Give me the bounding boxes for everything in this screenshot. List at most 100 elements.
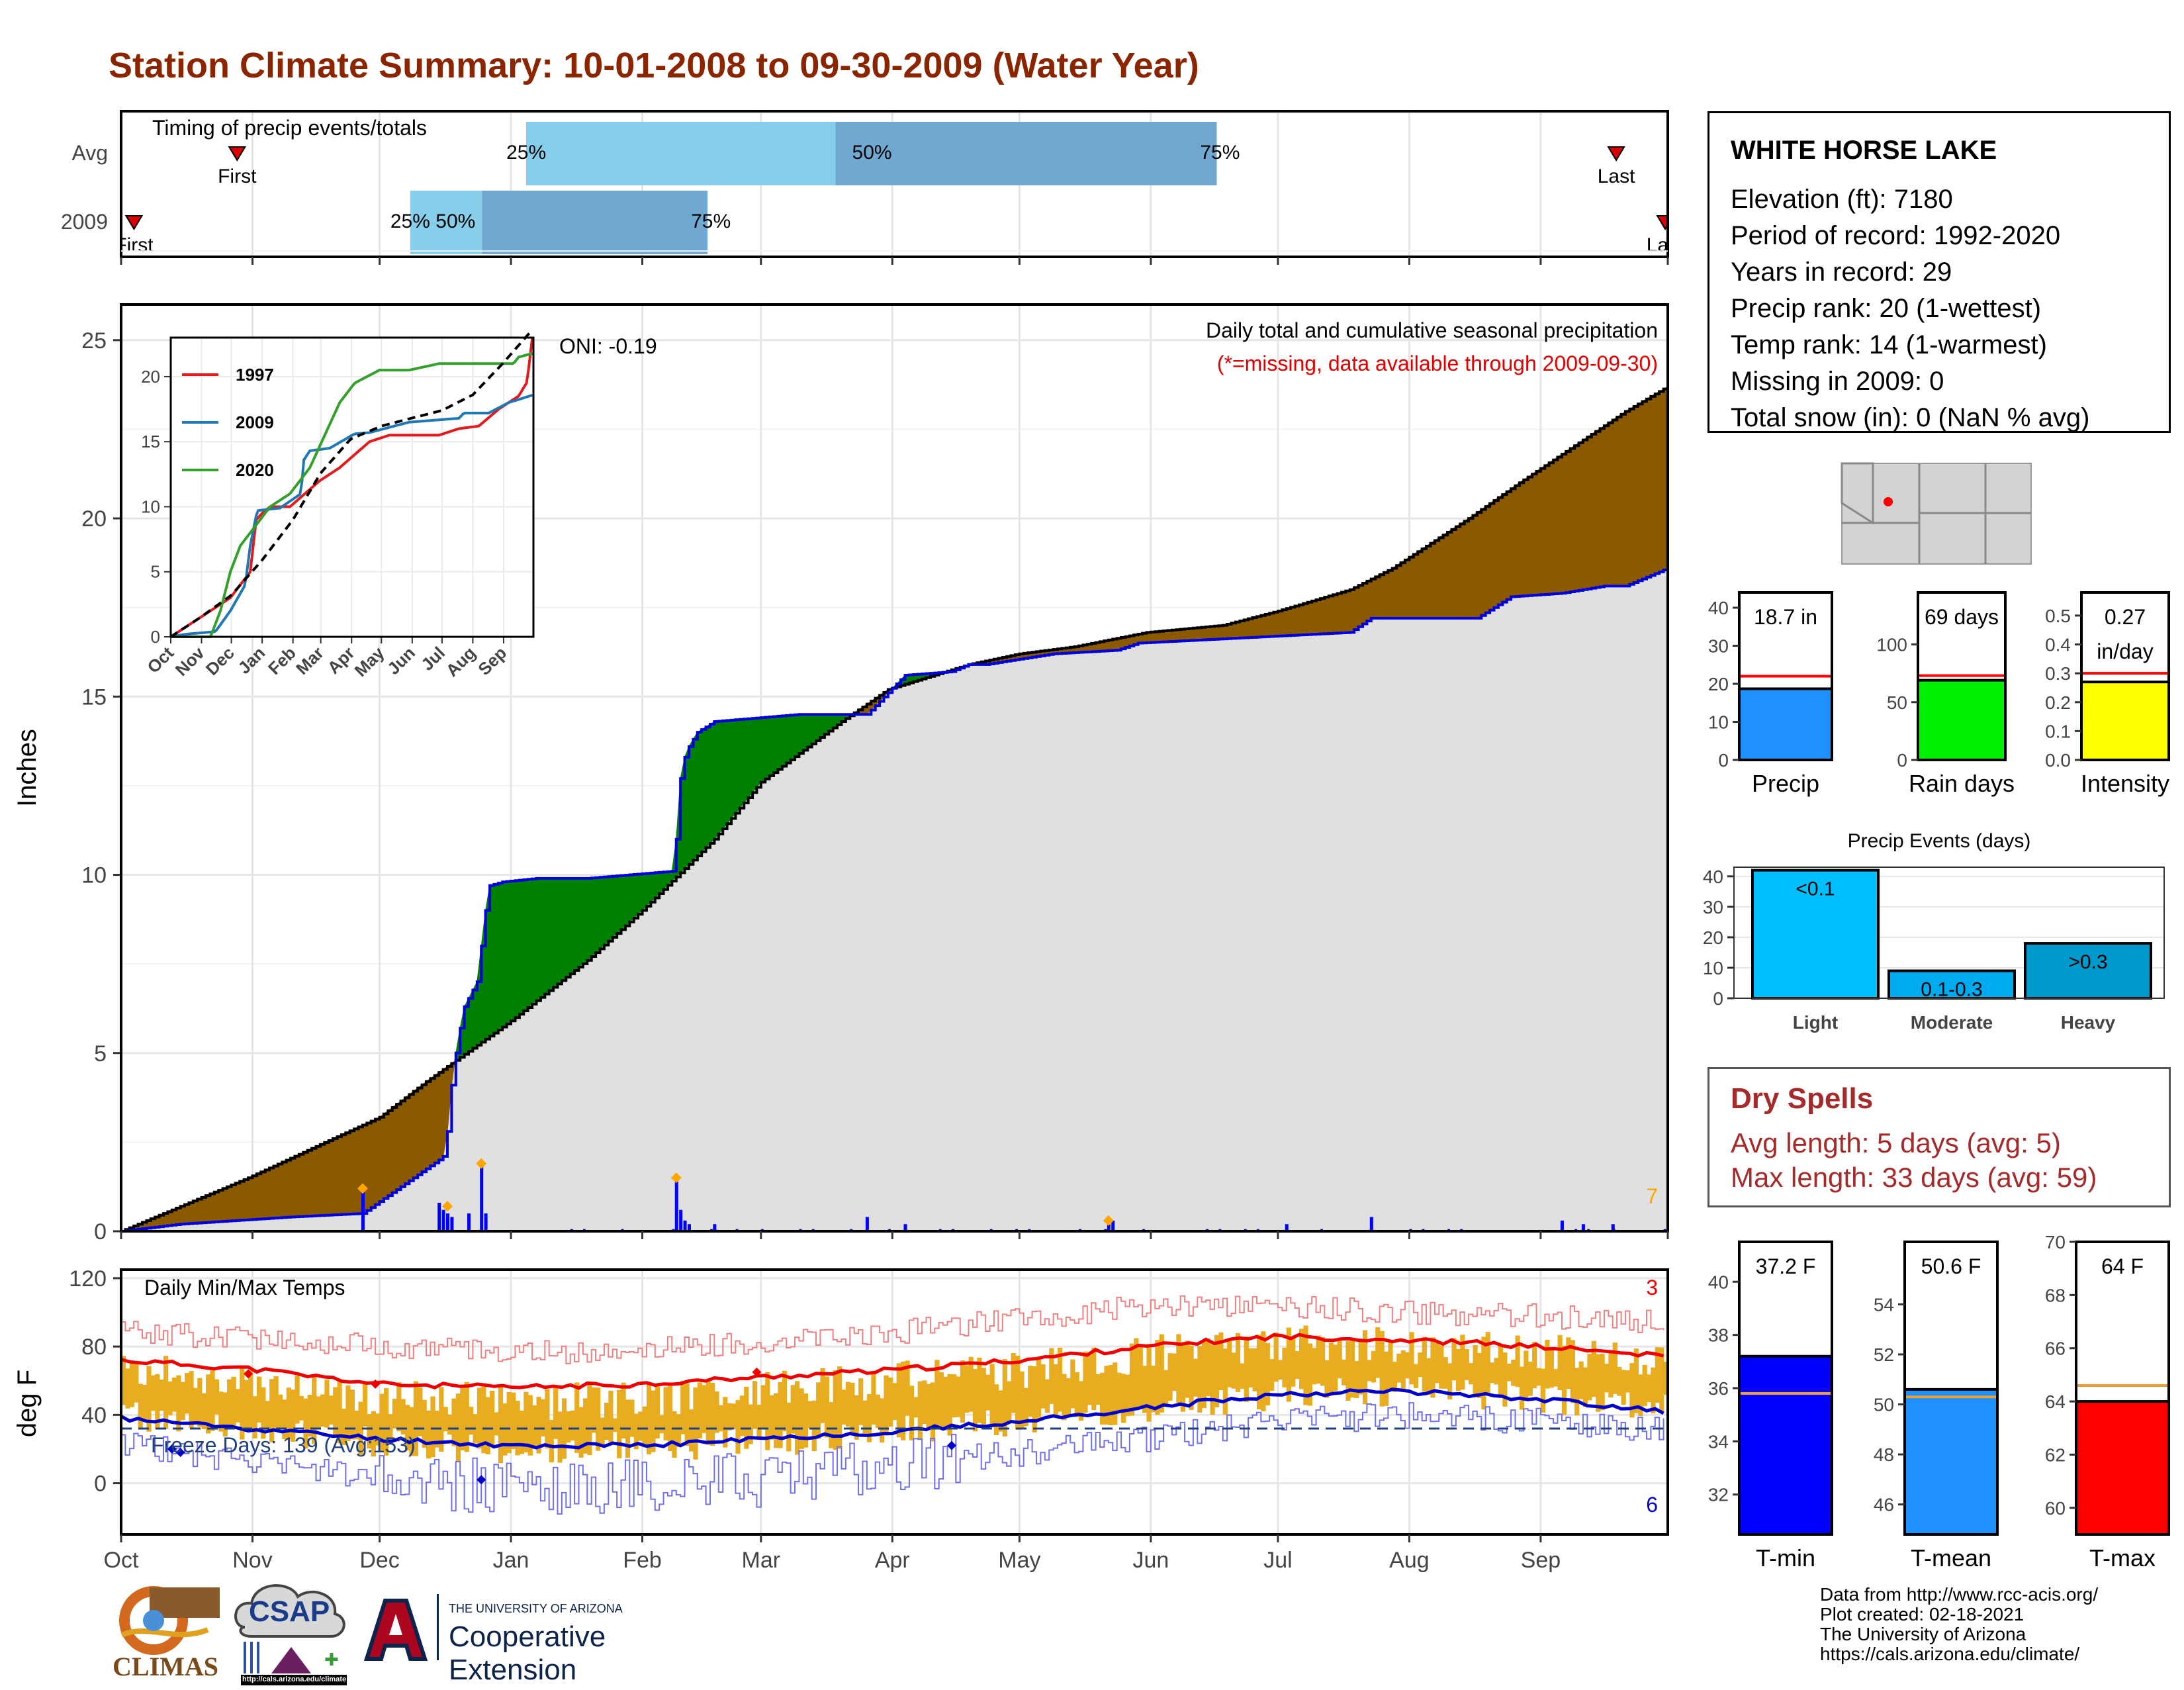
- timing-bar-dark: [835, 122, 1217, 185]
- daily-temp-range-bar: [1240, 1363, 1245, 1389]
- daily-temp-range-bar: [400, 1399, 406, 1434]
- precip-deficit-area: [226, 1184, 232, 1222]
- daily-temp-range-bar: [256, 1376, 262, 1423]
- daily-temp-range-bar: [1298, 1329, 1304, 1389]
- daily-temp-range-bar: [1256, 1335, 1262, 1410]
- daily-temp-range-bar: [150, 1375, 156, 1411]
- daily-temp-range-bar: [418, 1387, 423, 1436]
- daily-temp-range-bar: [1646, 1374, 1652, 1403]
- daily-temp-range-bar: [1621, 1370, 1626, 1405]
- precip-surplus-area: [519, 879, 524, 1015]
- precip-deficit-area: [1404, 556, 1410, 619]
- events-y-tick-label: 30: [1703, 897, 1723, 917]
- daily-temp-range-bar: [659, 1415, 664, 1434]
- daily-temp-range-bar: [404, 1405, 410, 1451]
- temp-y-tick-label: 40: [81, 1403, 107, 1428]
- daily-temp-range-bar: [820, 1368, 825, 1423]
- daily-temp-range-bar: [371, 1411, 376, 1457]
- precip-deficit-area: [1422, 545, 1427, 619]
- daily-precip-bar: [441, 1209, 445, 1231]
- tmean-bar-y-tick-label: 48: [1874, 1444, 1894, 1465]
- daily-temp-range-bar: [439, 1387, 444, 1452]
- precip-deficit-area: [1531, 471, 1537, 596]
- precip-deficit-area: [1591, 430, 1596, 589]
- daily-temp-range-bar: [1434, 1343, 1440, 1384]
- temp-record-high-count: 3: [1646, 1276, 1658, 1299]
- precip-surplus-area: [722, 720, 728, 830]
- daily-temp-range-bar: [926, 1384, 931, 1431]
- precip-deficit-area: [1269, 612, 1275, 637]
- inset-series-line: [169, 328, 534, 638]
- precip-deficit-area: [1430, 540, 1435, 619]
- precip-deficit-area: [316, 1144, 321, 1217]
- daily-temp-range-bar: [312, 1376, 317, 1444]
- events-category-label: Heavy: [2061, 1012, 2116, 1033]
- inset-series-line: [170, 394, 533, 638]
- precip-surplus-area: [553, 878, 558, 988]
- daily-temp-range-bar: [1100, 1372, 1105, 1425]
- daily-temp-range-bar: [1629, 1363, 1635, 1418]
- daily-temp-range-bar: [291, 1389, 296, 1442]
- daily-temp-range-bar: [523, 1391, 529, 1453]
- daily-temp-range-bar: [1095, 1374, 1101, 1405]
- daily-temp-range-bar: [320, 1394, 326, 1427]
- precip-deficit-area: [1570, 445, 1575, 592]
- daily-temp-range-bar: [850, 1382, 855, 1434]
- daily-temp-range-bar: [163, 1356, 169, 1429]
- precip-deficit-area: [1383, 569, 1388, 619]
- daily-temp-range-bar: [185, 1373, 190, 1414]
- daily-temp-range-bar: [913, 1397, 919, 1418]
- page-title: Station Climate Summary: 10-01-2008 to 0…: [109, 46, 1199, 85]
- daily-temp-range-bar: [676, 1414, 681, 1448]
- daily-temp-range-bar: [714, 1391, 719, 1433]
- daily-temp-range-bar: [1125, 1374, 1130, 1417]
- station-temp-rank: Temp rank: 14 (1-warmest): [1731, 330, 2047, 359]
- tmean-bar-y-tick-label: 54: [1874, 1294, 1894, 1315]
- daily-temp-range-bar: [1591, 1340, 1596, 1397]
- daily-temp-range-bar: [596, 1387, 601, 1451]
- daily-temp-range-bar: [1443, 1357, 1448, 1389]
- daily-precip-bar: [1581, 1224, 1585, 1231]
- precip-deficit-area: [430, 1074, 435, 1167]
- daily-temp-range-bar: [1642, 1364, 1647, 1407]
- precip-deficit-area: [328, 1138, 334, 1216]
- precip-surplus-area: [604, 876, 609, 946]
- station-name: WHITE HORSE LAKE: [1731, 136, 1997, 165]
- precip-surplus-area: [739, 718, 745, 810]
- raindays-bar-value-bar: [1917, 679, 2007, 762]
- events-bar-label: 0.1-0.3: [1921, 979, 1982, 1001]
- climas-logo-text: CLIMAS: [113, 1652, 219, 1681]
- timing-first-marker: [124, 215, 144, 230]
- precip-deficit-area: [1595, 428, 1601, 588]
- precip-deficit-area: [1316, 598, 1321, 635]
- timing-bar-q50-q75: [482, 191, 708, 254]
- precip-surplus-area: [713, 720, 719, 841]
- precip-deficit-area: [426, 1078, 431, 1170]
- daily-temp-range-bar: [1439, 1345, 1444, 1389]
- precip-surplus-area: [752, 718, 757, 794]
- daily-temp-range-bar: [1527, 1362, 1533, 1396]
- precip-deficit-area: [1302, 602, 1308, 635]
- daily-temp-range-bar: [604, 1402, 610, 1440]
- daily-temp-range-bar: [481, 1384, 486, 1454]
- daily-temp-range-bar: [833, 1370, 838, 1450]
- daily-temp-range-bar: [896, 1363, 901, 1438]
- month-axis-label: Dec: [359, 1548, 399, 1573]
- daily-temp-range-bar: [709, 1382, 715, 1446]
- precip-bar-y-tick-label: 0: [1718, 750, 1729, 771]
- daily-temp-range-bar: [1596, 1354, 1601, 1412]
- daily-precip-bar: [484, 1213, 488, 1231]
- main-y-tick-label: 15: [81, 684, 107, 710]
- daily-temp-range-bar: [1430, 1337, 1435, 1398]
- station-missing: Missing in 2009: 0: [1731, 367, 1944, 396]
- daily-temp-range-bar: [447, 1415, 453, 1435]
- daily-precip-bar: [683, 1220, 687, 1231]
- daily-temp-range-bar: [1007, 1381, 1012, 1423]
- daily-temp-range-bar: [333, 1387, 338, 1435]
- tmax-bar-y-tick-label: 60: [2045, 1498, 2066, 1519]
- daily-temp-range-bar: [155, 1374, 160, 1429]
- daily-temp-range-bar: [277, 1394, 283, 1430]
- precip-deficit-area: [1604, 422, 1609, 587]
- daily-temp-range-bar: [884, 1375, 889, 1436]
- daily-temp-range-bar: [354, 1411, 359, 1440]
